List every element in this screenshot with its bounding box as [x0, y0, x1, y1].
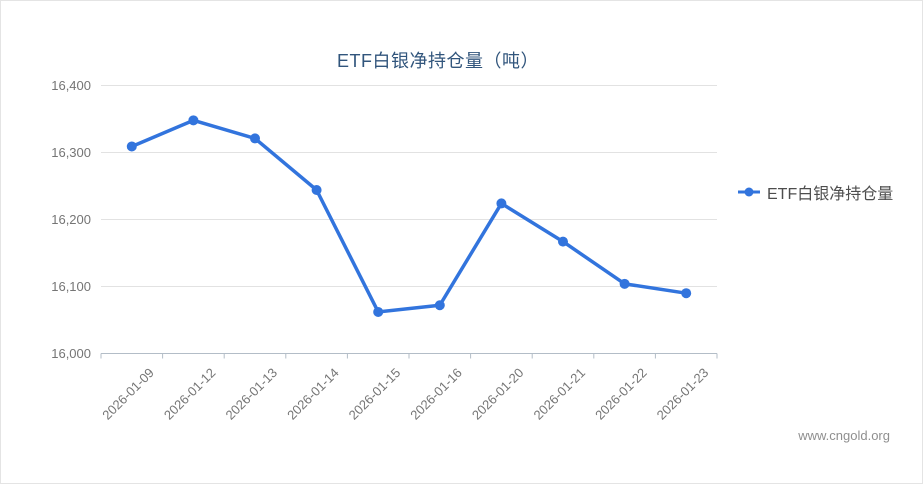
x-axis-label: 2026-01-15	[346, 365, 404, 423]
data-point[interactable]	[188, 115, 199, 126]
y-axis-label: 16,200	[51, 212, 91, 227]
data-point[interactable]	[373, 306, 384, 317]
watermark: www.cngold.org	[798, 428, 890, 443]
x-axis-label: 2026-01-20	[469, 365, 527, 423]
data-point[interactable]	[681, 288, 692, 299]
data-point[interactable]	[619, 278, 630, 289]
x-axis-label: 2026-01-16	[407, 365, 465, 423]
x-axis-label: 2026-01-14	[284, 365, 342, 423]
y-axis-label: 16,000	[51, 346, 91, 361]
chart-title: ETF白银净持仓量（吨）	[337, 51, 539, 71]
x-axis-label: 2026-01-22	[592, 365, 650, 423]
data-point[interactable]	[496, 198, 507, 209]
x-axis-label: 2026-01-13	[222, 365, 280, 423]
legend-item[interactable]: ETF白银净持仓量	[738, 180, 893, 204]
data-point[interactable]	[250, 133, 260, 144]
legend-line-marker-icon	[738, 187, 760, 197]
x-axis-label: 2026-01-09	[99, 365, 157, 423]
x-axis-label: 2026-01-12	[161, 365, 219, 423]
legend-label: ETF白银净持仓量	[767, 186, 894, 203]
data-point[interactable]	[311, 185, 322, 196]
y-axis-label: 16,300	[51, 145, 91, 160]
series-line	[130, 118, 688, 314]
y-axis-label: 16,100	[51, 279, 91, 294]
data-point[interactable]	[126, 141, 137, 152]
data-point[interactable]	[434, 300, 445, 311]
y-axis-label: 16,400	[51, 78, 91, 93]
data-point[interactable]	[558, 236, 568, 247]
x-axis-label: 2026-01-23	[654, 365, 712, 423]
x-axis-label: 2026-01-21	[530, 365, 588, 423]
